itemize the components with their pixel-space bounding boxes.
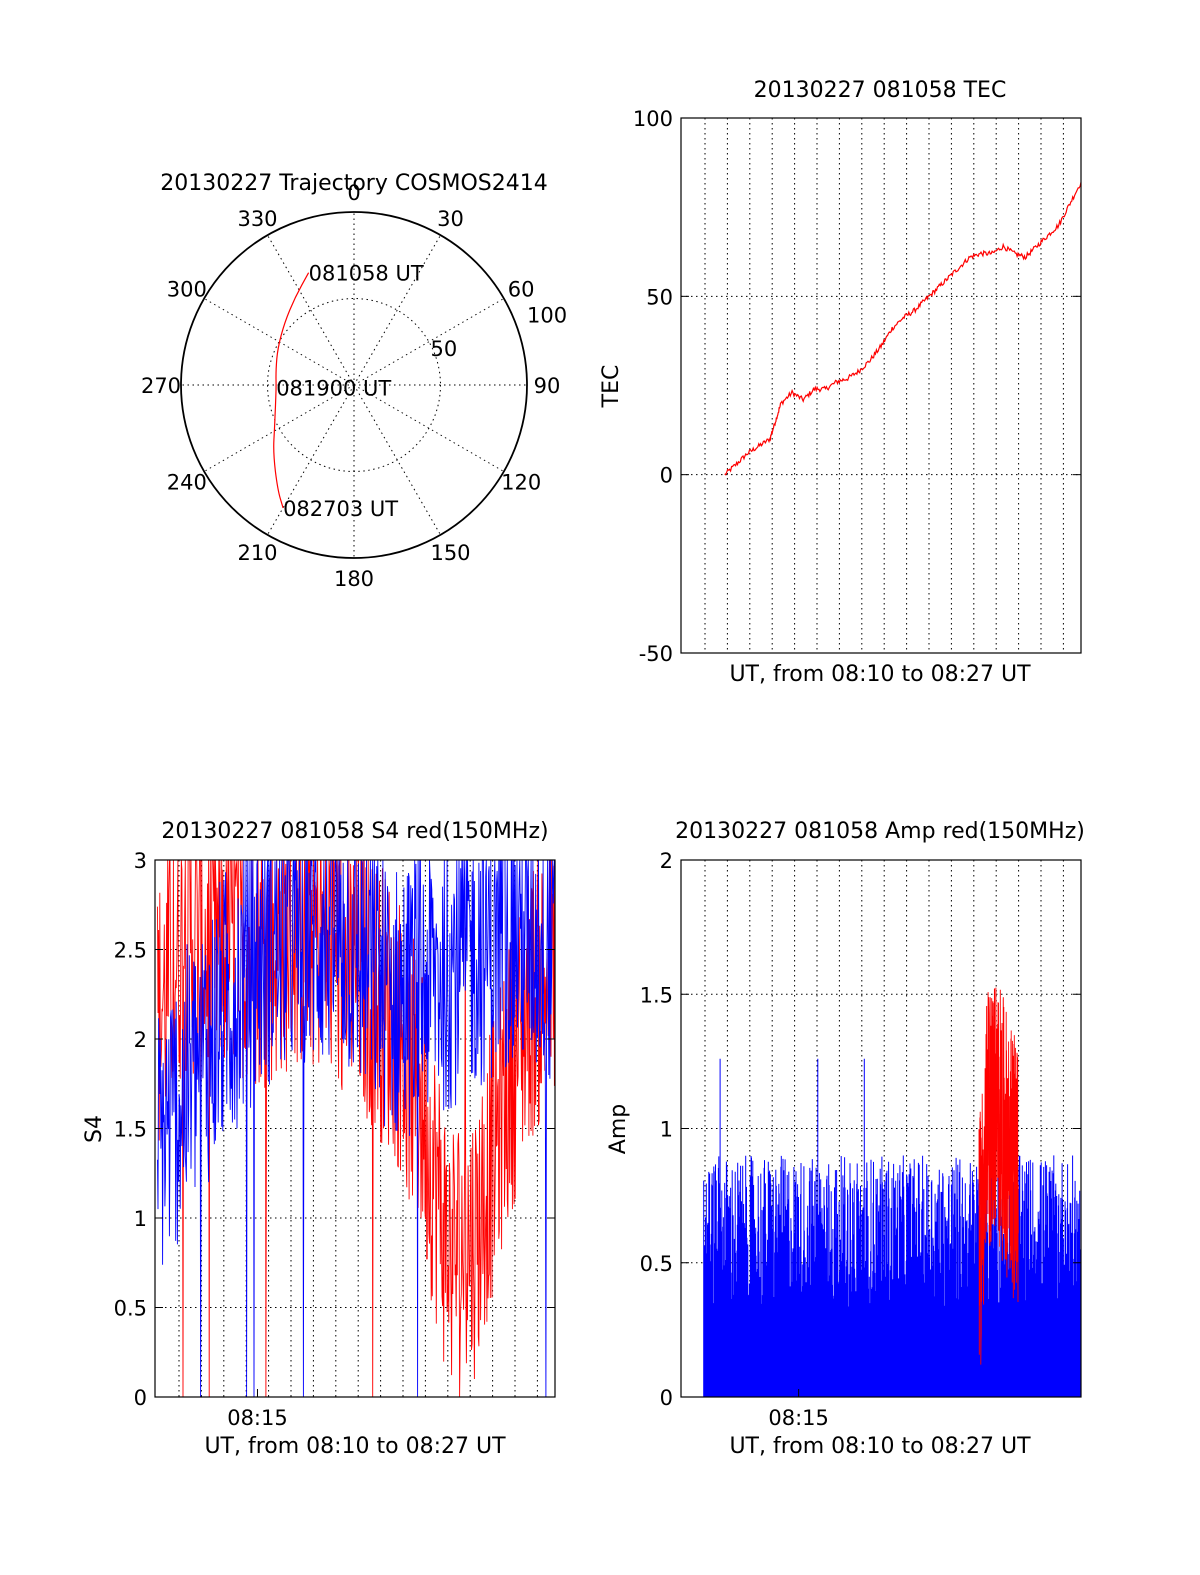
y-tick-label: 2 xyxy=(660,849,673,873)
polar-angle-tick: 30 xyxy=(437,207,464,231)
x-tick-label: 08:15 xyxy=(227,1406,288,1430)
s4-series xyxy=(157,859,556,1398)
y-tick-label: 50 xyxy=(646,285,673,309)
amp-series xyxy=(703,987,1082,1397)
series-line-red xyxy=(703,1058,1082,1397)
tec-plot-frame xyxy=(680,117,1082,654)
s4-x-ticks: 08:15 xyxy=(227,1389,288,1430)
amp-y-label: Amp xyxy=(606,1104,631,1154)
polar-spoke-330 xyxy=(267,234,355,386)
y-tick-label: 100 xyxy=(633,107,673,131)
trajectory-time-label: 081058 UT xyxy=(309,262,424,286)
polar-angle-tick: 330 xyxy=(237,207,277,231)
tec-y-ticks: -50 0 50 100 xyxy=(633,107,1081,666)
polar-spoke-30 xyxy=(353,234,441,386)
y-tick-label: 3 xyxy=(134,849,147,873)
trajectory-time-label: 081900 UT xyxy=(276,377,391,401)
s4-x-label: UT, from 08:10 to 08:27 UT xyxy=(204,1434,506,1459)
amp-panel: 20130227 081058 Amp red(150MHz) 0 0.5 1 1.5… xyxy=(606,819,1085,1459)
y-tick-label: 0 xyxy=(134,1386,147,1410)
amp-y-ticks: 0 0.5 1 1.5 2 xyxy=(640,849,1081,1410)
polar-angle-tick: 90 xyxy=(534,374,561,398)
s4-y-label: S4 xyxy=(82,1115,107,1143)
y-tick-label: 0 xyxy=(660,1386,673,1410)
tec-grid xyxy=(681,118,1081,653)
polar-radial-labels: 50 100 xyxy=(431,303,568,361)
y-tick-label: 1.5 xyxy=(114,1118,147,1142)
polar-spoke-60 xyxy=(353,298,505,386)
y-tick-label: 1 xyxy=(660,1118,673,1142)
polar-angle-tick: 300 xyxy=(167,278,207,302)
y-tick-label: 2.5 xyxy=(114,939,147,963)
amp-x-label: UT, from 08:10 to 08:27 UT xyxy=(729,1434,1031,1459)
polar-angle-tick: 270 xyxy=(141,374,181,398)
trajectory-track xyxy=(273,272,310,509)
trajectory-time-label: 082703 UT xyxy=(283,497,398,521)
polar-radial-tick: 50 xyxy=(431,337,458,361)
trajectory-title: 20130227 Trajectory COSMOS2414 xyxy=(160,171,547,196)
series-line-red xyxy=(978,987,1019,1365)
s4-title: 20130227 081058 S4 red(150MHz) xyxy=(161,819,548,844)
trajectory-annotations: 081058 UT 081900 UT 082703 UT xyxy=(276,262,424,521)
trajectory-line xyxy=(273,272,310,509)
tec-title: 20130227 081058 TEC xyxy=(754,78,1007,103)
x-tick-label: 08:15 xyxy=(768,1406,829,1430)
polar-angle-tick: 240 xyxy=(167,471,207,495)
amp-title: 20130227 081058 Amp red(150MHz) xyxy=(675,819,1085,844)
s4-panel: 20130227 081058 S4 red(150MHz) 0 0.5 1 1.5 2… xyxy=(82,819,556,1459)
polar-outer-circle xyxy=(180,211,528,559)
tec-y-label: TEC xyxy=(599,365,624,409)
tec-series-line xyxy=(724,182,1082,476)
y-tick-label: 0.5 xyxy=(640,1252,673,1276)
tec-series xyxy=(724,182,1082,476)
y-tick-label: 0.5 xyxy=(114,1297,147,1321)
polar-angle-tick: 150 xyxy=(430,541,470,565)
amp-x-ticks: 08:15 xyxy=(768,1389,829,1430)
polar-angle-tick: 0 xyxy=(347,181,360,205)
y-tick-label: 1.5 xyxy=(640,983,673,1007)
y-tick-label: 0 xyxy=(660,464,673,488)
trajectory-polar-panel: 20130227 Trajectory COSMOS2414 0 30 60 90 12… xyxy=(141,171,567,591)
y-tick-label: 1 xyxy=(134,1207,147,1231)
polar-ring-50 xyxy=(267,298,441,472)
tec-panel: 20130227 081058 TEC -50 0 50 100 UT, from 0… xyxy=(599,78,1082,687)
polar-angle-labels: 0 30 60 90 120 150 180 210 240 270 300 330 xyxy=(141,181,560,591)
s4-y-ticks: 0 0.5 1 1.5 2 2.5 3 xyxy=(114,849,555,1410)
polar-angle-tick: 120 xyxy=(501,471,541,495)
polar-angle-tick: 210 xyxy=(237,541,277,565)
series-line-blue xyxy=(157,859,555,1398)
y-tick-label: -50 xyxy=(639,642,673,666)
tec-x-label: UT, from 08:10 to 08:27 UT xyxy=(729,662,1031,687)
polar-radial-tick: 100 xyxy=(527,303,567,327)
polar-angle-tick: 180 xyxy=(334,567,374,591)
y-tick-label: 2 xyxy=(134,1028,147,1052)
polar-angle-tick: 60 xyxy=(508,278,535,302)
